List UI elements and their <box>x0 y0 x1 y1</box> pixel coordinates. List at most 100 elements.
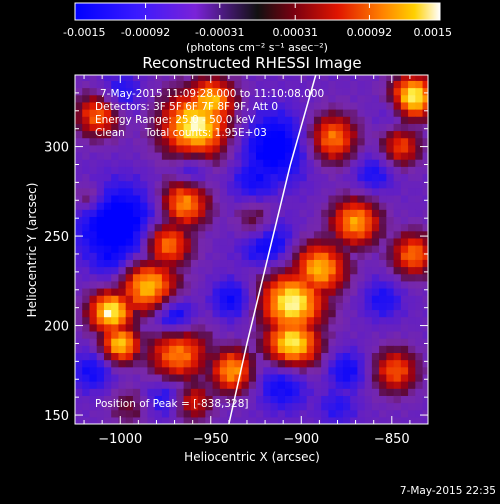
heatmap-cell <box>263 330 272 339</box>
heatmap-cell <box>132 316 141 325</box>
heatmap-cell <box>292 230 301 239</box>
heatmap-cell <box>219 101 228 110</box>
heatmap-cell <box>111 259 120 268</box>
heatmap-cell <box>75 295 83 303</box>
colorbar: -0.0015 -0.00092 -0.00031 0.00031 0.00092 0.0… <box>63 2 452 54</box>
heatmap-cell <box>284 266 293 275</box>
heatmap-cell <box>292 151 301 160</box>
heatmap-cell <box>111 223 120 232</box>
heatmap-cell <box>263 109 272 117</box>
heatmap-cell <box>140 101 149 110</box>
heatmap-cell <box>350 259 358 268</box>
heatmap-cell <box>96 173 105 182</box>
heatmap-cell <box>103 237 112 246</box>
heatmap-cell <box>176 159 185 167</box>
heatmap-cell <box>371 252 380 260</box>
heatmap-cell <box>147 75 156 81</box>
heatmap-cell <box>234 330 243 339</box>
heatmap-cell <box>400 123 409 132</box>
heatmap-cell <box>190 287 199 296</box>
heatmap-cell <box>147 159 156 167</box>
heatmap-cell <box>183 194 192 203</box>
heatmap-cell <box>176 237 185 246</box>
heatmap-cell <box>256 173 264 182</box>
heatmap-cell <box>357 366 366 375</box>
heatmap-cell <box>256 330 264 339</box>
heatmap-cell <box>284 151 293 160</box>
heatmap-cell <box>321 409 330 418</box>
heatmap-cell <box>400 366 409 375</box>
heatmap-cell <box>140 402 149 411</box>
heatmap-cell <box>241 323 250 332</box>
heatmap-cell <box>190 166 199 175</box>
heatmap-cell <box>350 345 358 354</box>
heatmap-cell <box>205 395 214 404</box>
heatmap-cell <box>263 381 272 389</box>
heatmap-cell <box>263 266 272 275</box>
heatmap-cell <box>205 373 214 382</box>
heatmap-cell <box>364 381 373 389</box>
heatmap-cell <box>393 123 402 132</box>
heatmap-cell <box>256 151 264 160</box>
heatmap-cell <box>371 395 380 404</box>
heatmap-cell <box>96 137 105 146</box>
heatmap-cell <box>350 194 358 203</box>
heatmap-cell <box>400 287 409 296</box>
heatmap-cell <box>357 116 366 124</box>
heatmap-cell <box>154 252 163 260</box>
heatmap-cell <box>234 280 243 289</box>
heatmap-cell <box>190 373 199 382</box>
heatmap-cell <box>321 381 330 389</box>
heatmap-cell <box>147 316 156 325</box>
heatmap-cell <box>82 87 91 96</box>
heatmap-cell <box>132 187 141 196</box>
heatmap-cell <box>299 194 308 203</box>
heatmap-cell <box>256 316 264 325</box>
heatmap-cell <box>169 330 177 339</box>
heatmap-cell <box>234 87 243 96</box>
heatmap-cell <box>147 323 156 332</box>
heatmap-cell <box>415 330 424 339</box>
heatmap-cell <box>111 416 120 424</box>
heatmap-cell <box>422 194 428 203</box>
heatmap-cell <box>96 180 105 189</box>
heatmap-cell <box>169 123 177 132</box>
heatmap-cell <box>321 245 330 253</box>
heatmap-cell <box>371 159 380 167</box>
heatmap-cell <box>371 87 380 96</box>
heatmap-cell <box>96 252 105 260</box>
heatmap-cell <box>350 101 358 110</box>
heatmap-cell <box>96 230 105 239</box>
heatmap-cell <box>140 137 149 146</box>
heatmap-cell <box>190 295 199 303</box>
heatmap-cell <box>89 402 98 411</box>
heatmap-cell <box>205 151 214 160</box>
heatmap-cell <box>234 101 243 110</box>
heatmap-cell <box>169 316 177 325</box>
heatmap-cell <box>393 101 402 110</box>
heatmap-cell <box>227 402 235 411</box>
heatmap-cell <box>306 416 315 424</box>
heatmap-cell <box>154 316 163 325</box>
heatmap-cell <box>263 416 272 424</box>
heatmap-cell <box>299 209 308 217</box>
heatmap-cell <box>89 80 98 89</box>
heatmap-cell <box>169 151 177 160</box>
heatmap-cell <box>103 230 112 239</box>
heatmap-cell <box>313 259 322 268</box>
heatmap-cell <box>357 402 366 411</box>
heatmap-cell <box>140 266 149 275</box>
heatmap-cell <box>234 166 243 175</box>
heatmap-cell <box>75 323 83 332</box>
heatmap-cell <box>154 123 163 132</box>
heatmap-cell <box>342 352 351 361</box>
heatmap-cell <box>241 80 250 89</box>
heatmap-cell <box>103 159 112 167</box>
heatmap-cell <box>132 194 141 203</box>
heatmap-cell <box>386 216 395 225</box>
heatmap-cell <box>284 230 293 239</box>
heatmap-cell <box>313 280 322 289</box>
heatmap-cell <box>219 302 228 311</box>
heatmap-cell <box>364 252 373 260</box>
heatmap-cell <box>422 166 428 175</box>
